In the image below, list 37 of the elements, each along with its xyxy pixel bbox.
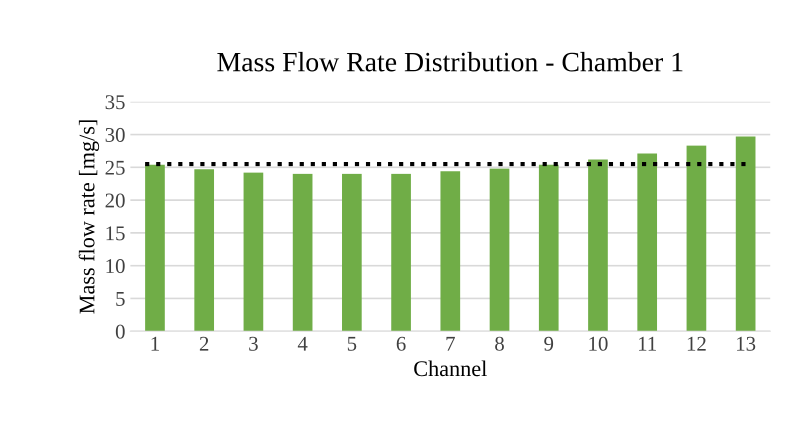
bar [391, 174, 411, 332]
bar [637, 154, 658, 332]
y-tick-label: 15 [106, 226, 125, 240]
y-tick-label: 35 [106, 95, 125, 110]
bar [292, 174, 312, 332]
bar [686, 146, 706, 332]
y-tick-label: 25 [106, 160, 125, 175]
x-axis-title: Channel [414, 360, 487, 376]
y-tick-label: 20 [106, 193, 125, 208]
x-tick-label: 5 [348, 336, 356, 351]
bar [538, 164, 559, 332]
bar [736, 136, 756, 332]
x-tick-label: 2 [200, 336, 208, 351]
y-tick-label: 0 [116, 324, 125, 339]
bar [440, 171, 460, 332]
x-tick-label: 8 [495, 336, 504, 351]
x-tick-label: 12 [688, 336, 706, 351]
y-axis-title: Mass flow rate [mg/s] [78, 120, 100, 314]
x-tick-label: 13 [737, 336, 756, 351]
x-tick-label: 11 [639, 336, 656, 351]
bar [244, 172, 264, 332]
bar [145, 164, 165, 332]
bar [342, 174, 362, 332]
x-tick-label: 3 [249, 336, 258, 351]
y-tick-label: 5 [116, 292, 125, 306]
bar [194, 169, 214, 332]
x-tick-label: 1 [152, 336, 159, 351]
x-tick-label: 9 [544, 336, 554, 351]
chart-title: Mass Flow Rate Distribution - Chamber 1 [217, 52, 682, 72]
x-tick-label: 7 [446, 336, 455, 351]
x-tick-label: 10 [589, 336, 608, 351]
bar [490, 168, 510, 332]
x-tick-label: 6 [396, 336, 406, 351]
x-tick-label: 4 [298, 336, 308, 351]
y-tick-label: 10 [106, 259, 125, 274]
y-tick-label: 30 [106, 128, 125, 142]
bar [588, 159, 608, 332]
